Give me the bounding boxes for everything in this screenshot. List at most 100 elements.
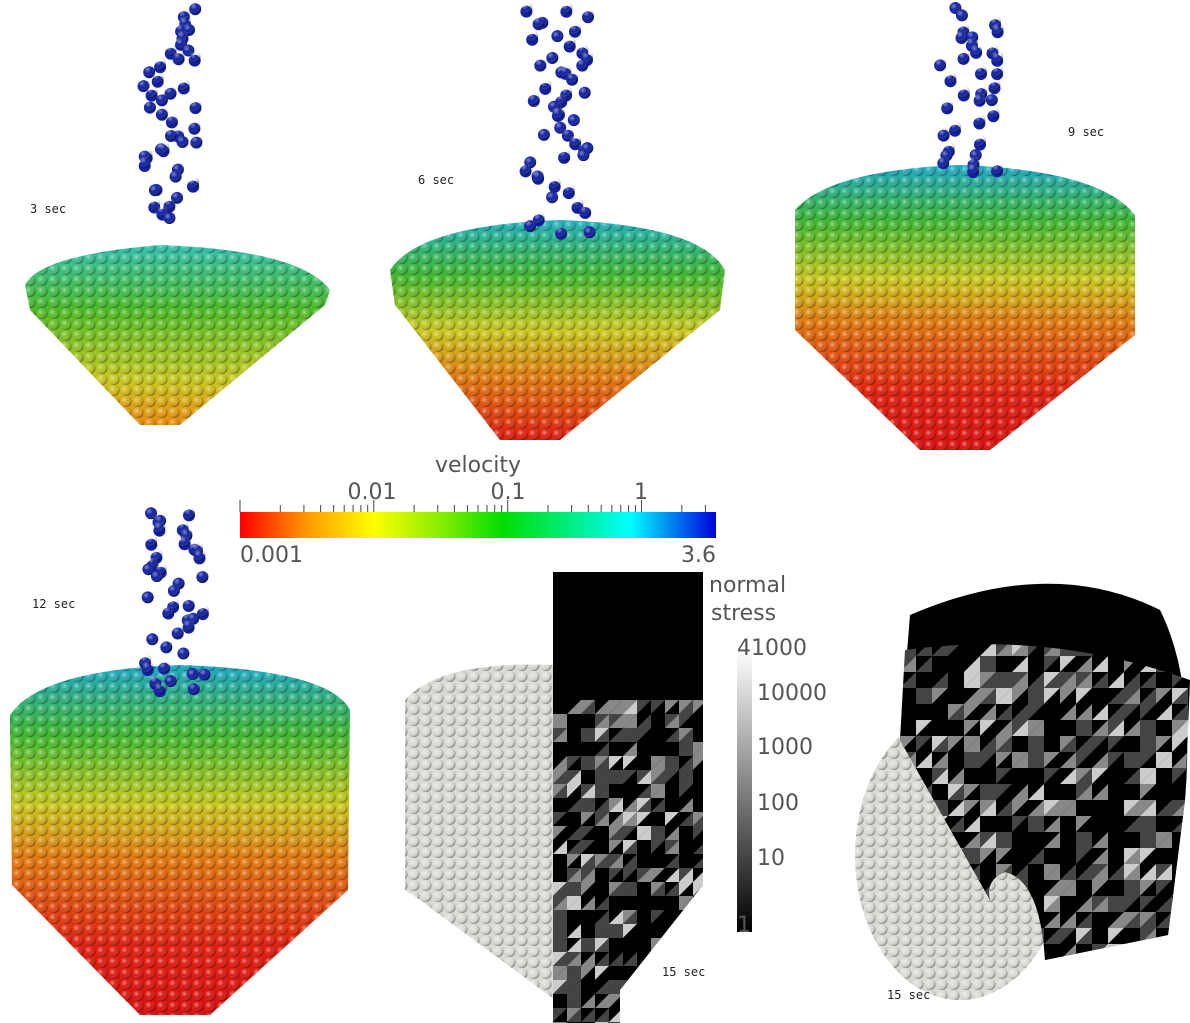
mesh-cell (1156, 800, 1172, 816)
particle-shade (582, 9, 594, 21)
mesh-cell (679, 714, 693, 728)
mesh-cell (1124, 928, 1140, 944)
mesh-cell (1076, 896, 1092, 912)
mesh-cell (623, 882, 637, 896)
mesh-cell (1044, 644, 1060, 656)
mesh-cell (581, 784, 595, 798)
particle-shade (957, 51, 970, 63)
mesh-cell (595, 910, 609, 924)
mesh-cell (637, 938, 651, 952)
mesh-cell (651, 798, 665, 812)
mesh-cell (595, 924, 609, 938)
mesh-cell (1076, 704, 1092, 720)
mesh-cell (1108, 736, 1124, 752)
mesh-cell (996, 704, 1012, 720)
particle-shade (143, 65, 156, 77)
mesh-cell (693, 924, 703, 938)
mesh-cell (1156, 928, 1172, 944)
particle-shade (141, 661, 154, 673)
mesh-cell (1172, 912, 1188, 928)
mesh-cell (609, 840, 623, 854)
mesh-cell (900, 672, 916, 688)
particle-shade (532, 212, 545, 224)
mesh-cell (1156, 784, 1172, 800)
mesh-cell (637, 980, 651, 994)
mesh-cell (665, 882, 679, 896)
mesh-cell (595, 770, 609, 784)
mesh-cell (900, 704, 916, 720)
mesh-cell (693, 700, 703, 714)
mesh-cell (980, 752, 996, 768)
mesh-cell (980, 704, 996, 720)
mesh-cell (651, 728, 665, 742)
mesh-cell (1172, 912, 1188, 928)
mesh-cell (948, 800, 964, 816)
mesh-cell (1076, 784, 1092, 800)
mesh-cell (1060, 896, 1076, 912)
mesh-cell (679, 938, 693, 952)
mesh-cell (623, 714, 637, 728)
mesh-cell (609, 826, 623, 840)
mesh-cell (637, 910, 651, 924)
mesh-cell (623, 924, 637, 938)
particle-shade (578, 86, 591, 98)
time-label: 12 sec (32, 597, 75, 611)
particle-shade (975, 65, 987, 77)
mesh-cell (1044, 672, 1060, 688)
mesh-cell (964, 736, 980, 752)
mesh-cell (637, 798, 651, 812)
mesh-cell (567, 812, 581, 826)
mesh-cell (651, 938, 665, 952)
particle-shade (532, 170, 545, 182)
mesh-cell (623, 700, 637, 714)
mesh-cell (1092, 720, 1108, 736)
mesh-cell (581, 700, 595, 714)
mesh-cell (693, 728, 703, 742)
mesh-cell (679, 756, 693, 770)
mesh-cell (1124, 912, 1140, 928)
mesh-cell (1108, 800, 1124, 816)
colorbar-tick-label: 0.1 (491, 480, 526, 505)
particle-shade (182, 598, 195, 610)
mesh-cell (1156, 896, 1172, 912)
mesh-cell (651, 826, 665, 840)
mesh-cell (1092, 784, 1108, 800)
mesh-cell (964, 816, 980, 832)
mesh-cell (1060, 864, 1076, 880)
mesh-cell (1076, 800, 1092, 816)
mesh-cell (932, 752, 948, 768)
mesh-cell (1012, 832, 1028, 848)
mesh-cell (693, 868, 703, 882)
particle-shade (137, 79, 150, 91)
mesh-cell (581, 812, 595, 826)
mesh-cell (595, 882, 609, 896)
mesh-cell (1108, 688, 1124, 704)
particle-shade (576, 58, 589, 70)
mesh-cell (581, 938, 595, 952)
mesh-cell (567, 882, 581, 896)
mesh-cell (637, 826, 651, 840)
mesh-cell (1124, 944, 1140, 960)
mesh-cell (1092, 848, 1108, 864)
mesh-cell (679, 1008, 693, 1022)
mesh-cell (595, 826, 609, 840)
particle-shade (571, 198, 584, 210)
mesh-cell (693, 896, 703, 910)
particle-shade (189, 100, 202, 112)
particle-shade (154, 58, 167, 70)
particle-shade (554, 121, 567, 133)
mesh-cell (665, 924, 679, 938)
mesh-cell (693, 854, 703, 868)
particle-shade (153, 521, 166, 533)
mesh-cell (637, 700, 651, 714)
mesh-cell (1124, 768, 1140, 784)
mesh-cell (1172, 704, 1188, 720)
particle-shade (970, 44, 983, 56)
mesh-cell (665, 952, 679, 966)
particle-shade (577, 149, 590, 161)
mesh-cell (623, 952, 637, 966)
mesh-cell (948, 688, 964, 704)
mesh-cell (932, 656, 948, 672)
particle-shade (167, 584, 180, 596)
